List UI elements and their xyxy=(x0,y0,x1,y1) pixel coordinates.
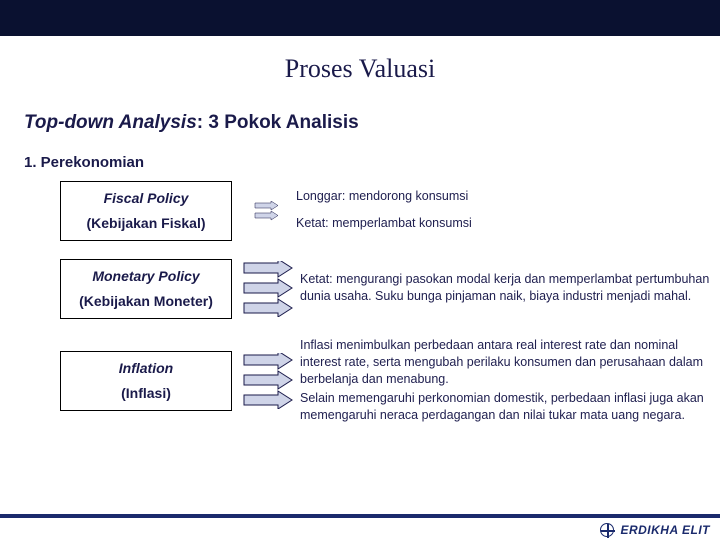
box-title: Fiscal Policy xyxy=(104,190,189,206)
box-title: Inflation xyxy=(119,360,173,376)
arrow-icon xyxy=(240,353,296,409)
description: Ketat: mengurangi pasokan modal kerja da… xyxy=(300,271,710,307)
subtitle-italic: Top-down Analysis xyxy=(24,112,197,133)
subtitle: Top-down Analysis: 3 Pokok Analisis xyxy=(24,112,720,134)
description: Longgar: mendorong konsumsi Ketat: mempe… xyxy=(296,188,472,234)
section-heading: 1. Perekonomian xyxy=(24,154,720,171)
box-subtitle: (Kebijakan Fiskal) xyxy=(67,213,225,234)
footer: ERDIKHA ELIT xyxy=(600,523,710,537)
bottom-bar xyxy=(0,514,720,518)
diagram-row: Fiscal Policy (Kebijakan Fiskal) Longgar… xyxy=(60,181,720,241)
box-title: Monetary Policy xyxy=(92,268,199,284)
arrow-icon xyxy=(240,261,296,317)
box-subtitle: (Kebijakan Moneter) xyxy=(67,291,225,312)
footer-text: ERDIKHA ELIT xyxy=(620,523,710,537)
arrow-icon xyxy=(240,201,292,221)
subtitle-plain: : 3 Pokok Analisis xyxy=(197,112,359,133)
desc-line: Ketat: mengurangi pasokan modal kerja da… xyxy=(300,271,710,305)
top-bar xyxy=(0,0,720,36)
diagram-row: Inflation (Inflasi) Inflasi menimbulkan … xyxy=(60,337,720,425)
desc-line: Ketat: memperlambat konsumsi xyxy=(296,215,472,232)
concept-box-inflation: Inflation (Inflasi) xyxy=(60,351,232,411)
footer-logo-icon xyxy=(600,523,614,537)
page-title: Proses Valuasi xyxy=(0,54,720,84)
concept-box-fiscal: Fiscal Policy (Kebijakan Fiskal) xyxy=(60,181,232,241)
concept-box-monetary: Monetary Policy (Kebijakan Moneter) xyxy=(60,259,232,319)
diagram-row: Monetary Policy (Kebijakan Moneter) Keta… xyxy=(60,259,720,319)
description: Inflasi menimbulkan perbedaan antara rea… xyxy=(300,337,710,425)
desc-line: Inflasi menimbulkan perbedaan antara rea… xyxy=(300,337,710,388)
desc-line: Selain memengaruhi perkonomian domestik,… xyxy=(300,390,710,424)
box-subtitle: (Inflasi) xyxy=(67,383,225,404)
desc-line: Longgar: mendorong konsumsi xyxy=(296,188,472,205)
